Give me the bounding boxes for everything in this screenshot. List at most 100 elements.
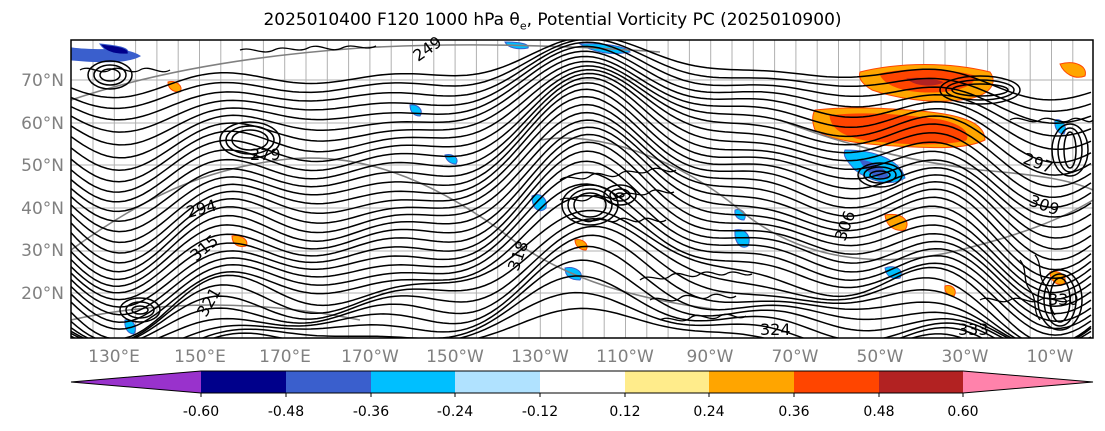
theta-e-closed-contour: [1037, 269, 1083, 331]
theta-e-contour-line: [71, 141, 1092, 300]
theta-e-contour-line: [71, 111, 1092, 271]
theta-e-closed-contour: [87, 60, 133, 90]
theta-e-contour-line: [71, 160, 1092, 315]
colorbar-tick-label: 0.24: [693, 404, 724, 420]
map-frame: [70, 39, 1094, 339]
lon-label: 150°E: [174, 347, 226, 367]
theta-e-closed-contour: [1063, 131, 1077, 169]
contour-label: 330: [1048, 290, 1079, 309]
theta-e-closed-contour: [609, 188, 631, 202]
theta-e-contour-line: [71, 259, 1005, 338]
theta-e-contour-line: [200, 275, 996, 338]
colorbar-extend-max: [963, 371, 1093, 393]
theta-e-contour-line: [71, 41, 1092, 124]
theta-e-closed-contour: [1043, 273, 1077, 327]
colorbar-extend-min: [71, 371, 201, 393]
theta-e-contour-line: [71, 194, 1092, 336]
colorbar-tick-label: 0.48: [863, 404, 894, 420]
theta-e-closed-contour: [1051, 123, 1089, 177]
colorbar-bin: [286, 371, 371, 393]
colorbar-bin: [625, 371, 709, 393]
lat-label-40n: 40°N: [21, 199, 64, 219]
theta-e-contour-line: [71, 218, 1092, 338]
lon-label: 130°E: [88, 347, 140, 367]
theta-e-closed-contour: [939, 75, 1021, 105]
lon-label: 110°W: [596, 347, 654, 367]
theta-e-contour-line: [71, 234, 1092, 338]
theta-e-contours: [71, 40, 1092, 338]
theta-e-closed-contour: [869, 170, 891, 180]
colorbar-tick-label: 0.36: [778, 404, 809, 420]
theta-e-closed-contour: [225, 125, 275, 155]
colorbar-bin: [709, 371, 794, 393]
theta-e-contour-line: [71, 82, 1092, 229]
theta-e-closed-contour: [219, 121, 281, 159]
theta-e-contour-line: [71, 60, 1092, 176]
theta-e-closed-contour: [863, 166, 897, 184]
contour-label: 333: [958, 320, 989, 339]
theta-e-contour-line: [71, 50, 1092, 151]
lon-label: 30°W: [942, 347, 989, 367]
lon-label: 170°W: [341, 347, 399, 367]
theta-e-contour-line: [231, 307, 964, 338]
theta-e-closed-contour: [857, 162, 903, 188]
lat-label-30n: 30°N: [21, 241, 64, 261]
theta-e-contour-line: [71, 69, 1092, 198]
theta-e-closed-contour: [951, 83, 1009, 97]
theta-e-closed-contour: [125, 301, 155, 319]
colorbar-bin: [794, 371, 879, 393]
theta-e-contour-line: [71, 40, 1092, 101]
lat-label-50n: 50°N: [21, 156, 64, 176]
theta-e-closed-contour: [99, 68, 121, 82]
lat-label-20n: 20°N: [21, 284, 64, 304]
theta-e-closed-contour: [119, 297, 161, 323]
theta-e-contour-line: [71, 171, 1092, 322]
theta-e-closed-contour: [573, 192, 607, 218]
lon-label: 50°W: [857, 347, 904, 367]
colorbar: [70, 370, 1094, 397]
lon-label: 130°W: [511, 347, 569, 367]
theta-e-contour-line: [71, 45, 1092, 137]
theta-e-contour-line: [211, 291, 984, 338]
colorbar-tick-labels: -0.60 -0.48 -0.36 -0.24 -0.12 0.12 0.24 …: [183, 404, 979, 420]
theta-e-closed-contour: [1057, 127, 1083, 173]
theta-e-contour-line: [71, 245, 1010, 338]
theta-e-closed-contour: [131, 305, 149, 315]
theta-e-contour-line: [71, 209, 1092, 338]
theta-e-closed-contour: [945, 79, 1015, 101]
longitude-axis: 130°E 150°E 170°E 170°W 150°W 130°W 110°…: [88, 347, 1074, 367]
theta-e-contour-line: [71, 76, 1092, 218]
lon-label: 150°W: [426, 347, 484, 367]
theta-e-closed-contour: [567, 188, 613, 222]
lon-label: 10°W: [1027, 347, 1074, 367]
theta-e-contour-line: [71, 126, 1092, 287]
theta-e-contour-line: [71, 65, 1092, 188]
colorbar-tick-label: -0.36: [353, 404, 389, 420]
theta-e-contour-line: [71, 103, 1092, 261]
theta-e-contour-line: [71, 119, 1092, 280]
theta-e-contour-line: [71, 133, 1092, 294]
latitude-axis: 70°N 60°N 50°N 40°N 30°N 20°N: [21, 71, 64, 304]
surface-detail-contours: [79, 45, 1093, 322]
theta-e-contour-line: [71, 88, 1092, 239]
lon-label: 90°W: [687, 347, 734, 367]
colorbar-tick-label: -0.60: [183, 404, 219, 420]
colorbar-tick-label: -0.24: [437, 404, 473, 420]
lon-label: 70°W: [772, 347, 819, 367]
theta-e-contour-line: [71, 225, 1092, 338]
theta-e-closed-contour: [231, 129, 269, 151]
theta-e-contour-line: [71, 72, 1092, 208]
colorbar-tick-label: -0.12: [522, 404, 558, 420]
map-title: 2025010400 F120 1000 hPa θe, Potential V…: [263, 10, 842, 33]
colorbar-tick-label: 0.12: [609, 404, 640, 420]
contour-label: 324: [760, 320, 791, 339]
colorbar-bin: [540, 371, 625, 393]
theta-e-contour-line: [71, 183, 1092, 330]
colorbar-bin: [201, 371, 286, 393]
contour-label: 279: [250, 145, 281, 164]
lat-label-70n: 70°N: [21, 71, 64, 91]
lon-label: 170°E: [259, 347, 311, 367]
theta-e-contour-line: [71, 55, 1092, 164]
colorbar-bin: [371, 371, 455, 393]
